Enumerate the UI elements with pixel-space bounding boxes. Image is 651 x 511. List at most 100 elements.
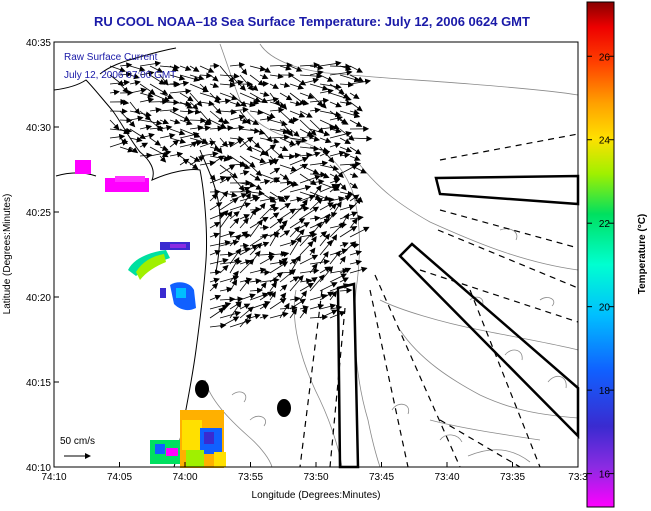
current-vector-arrow: [329, 115, 343, 122]
current-vector-arrow: [299, 77, 320, 85]
current-vector-arrow: [199, 140, 216, 148]
current-vector-arrow: [109, 79, 130, 86]
current-vector-arrow: [289, 218, 306, 229]
current-vector-arrow: [249, 242, 263, 256]
current-vector-arrow: [299, 206, 320, 220]
current-vector-arrow: [249, 287, 263, 294]
current-vector-arrow: [349, 266, 368, 274]
current-vector-arrow: [169, 88, 192, 95]
current-vector-arrow: [239, 170, 250, 176]
current-vector-arrow: [289, 140, 302, 148]
current-vector-arrow: [249, 233, 269, 247]
current-vector-arrow: [129, 65, 146, 72]
current-vector-arrow: [279, 230, 291, 238]
current-vector-arrow: [229, 138, 244, 148]
current-vector-arrow: [229, 114, 246, 121]
colorbar-tick-label: 20: [599, 303, 611, 314]
current-vector-arrow: [239, 181, 256, 188]
current-vector-arrow: [139, 142, 149, 149]
current-vector-arrow: [169, 139, 180, 148]
legend-line-1: Raw Surface Current: [64, 52, 158, 63]
current-vector-arrow: [309, 215, 321, 222]
current-vector-arrow: [299, 73, 323, 80]
current-vector-arrow: [319, 150, 331, 157]
current-vector-arrow: [119, 71, 133, 78]
current-vector-arrow: [129, 115, 144, 122]
current-vector-arrow: [269, 158, 279, 166]
current-vector-arrow: [169, 65, 179, 72]
current-vector-arrow: [269, 195, 285, 202]
current-vector-arrow: [199, 137, 208, 145]
current-vector-arrow: [319, 74, 334, 82]
current-vector-arrow: [309, 184, 322, 202]
current-vector-arrow: [249, 182, 263, 190]
current-vector-arrow: [259, 277, 280, 284]
current-vector-arrow: [159, 74, 169, 86]
current-vector-arrow: [319, 124, 336, 131]
current-vector-arrow: [209, 82, 220, 89]
current-vector-arrow: [119, 128, 130, 134]
current-vector-arrow: [299, 92, 315, 99]
current-vector-arrow: [249, 164, 262, 177]
current-vector-arrow: [209, 250, 222, 256]
current-vector-arrow: [299, 110, 313, 118]
current-vector-arrow: [259, 91, 270, 98]
current-vector-arrow: [229, 101, 242, 107]
current-vector-arrow: [309, 135, 321, 142]
current-vector-arrow: [269, 119, 288, 127]
current-vector-arrow: [109, 74, 125, 87]
current-vector-arrow: [109, 140, 129, 148]
x-tick-label: 73:3: [568, 472, 588, 483]
current-vector-arrow: [169, 151, 184, 158]
current-vector-arrow: [309, 191, 331, 201]
current-vector-arrow: [219, 65, 235, 84]
current-vector-arrow: [259, 269, 271, 276]
current-vector-arrow: [289, 136, 308, 143]
current-vector-arrow: [259, 159, 276, 166]
current-vector-arrow: [339, 110, 361, 119]
current-vector-arrow: [269, 177, 281, 184]
current-vector-arrow: [209, 232, 220, 239]
current-vector-arrow: [249, 219, 263, 238]
current-vector-arrow: [339, 74, 361, 83]
current-vector-arrow: [149, 125, 164, 132]
current-vector-arrow: [209, 221, 221, 229]
current-vector-arrow: [169, 128, 186, 136]
current-vector-arrow: [239, 65, 248, 76]
current-vector-arrow: [239, 136, 254, 148]
current-vector-arrow: [149, 83, 169, 95]
current-vector-arrow: [259, 137, 280, 144]
current-vector-arrow: [159, 106, 180, 113]
current-vector-arrow: [139, 119, 163, 126]
current-vector-arrow: [249, 65, 267, 72]
current-vector-arrow: [259, 146, 270, 157]
current-vector-arrow: [269, 107, 285, 114]
current-vector-arrow: [329, 127, 342, 134]
current-vector-arrow: [109, 119, 120, 131]
current-vector-arrow: [309, 263, 318, 274]
current-vector-arrow: [339, 267, 352, 274]
current-vector-arrow: [219, 316, 240, 328]
current-vector-arrow: [349, 197, 362, 211]
current-vector-arrow: [349, 135, 373, 142]
current-vector-arrow: [319, 309, 338, 319]
current-vector-arrow: [259, 65, 271, 73]
current-vector-arrow: [279, 268, 296, 283]
current-vector-arrow: [329, 250, 341, 265]
current-vector-arrow: [319, 231, 328, 238]
colorbar-tick-label: 16: [599, 470, 611, 481]
current-vector-arrow: [159, 118, 170, 125]
current-vector-arrow: [279, 202, 291, 211]
current-vector-arrow: [299, 254, 319, 265]
current-vector-arrow: [299, 99, 310, 106]
current-vector-arrow: [349, 155, 361, 161]
x-tick-label: 73:50: [303, 472, 328, 483]
current-vector-arrow: [339, 204, 356, 211]
current-vector-arrow: [169, 118, 181, 125]
current-vector-arrow: [269, 281, 277, 292]
current-vector-arrow: [259, 96, 280, 103]
current-vector-arrow: [309, 160, 329, 167]
current-vector-arrow: [129, 79, 141, 86]
current-vector-arrow: [319, 88, 334, 95]
current-vector-arrow: [239, 231, 249, 238]
